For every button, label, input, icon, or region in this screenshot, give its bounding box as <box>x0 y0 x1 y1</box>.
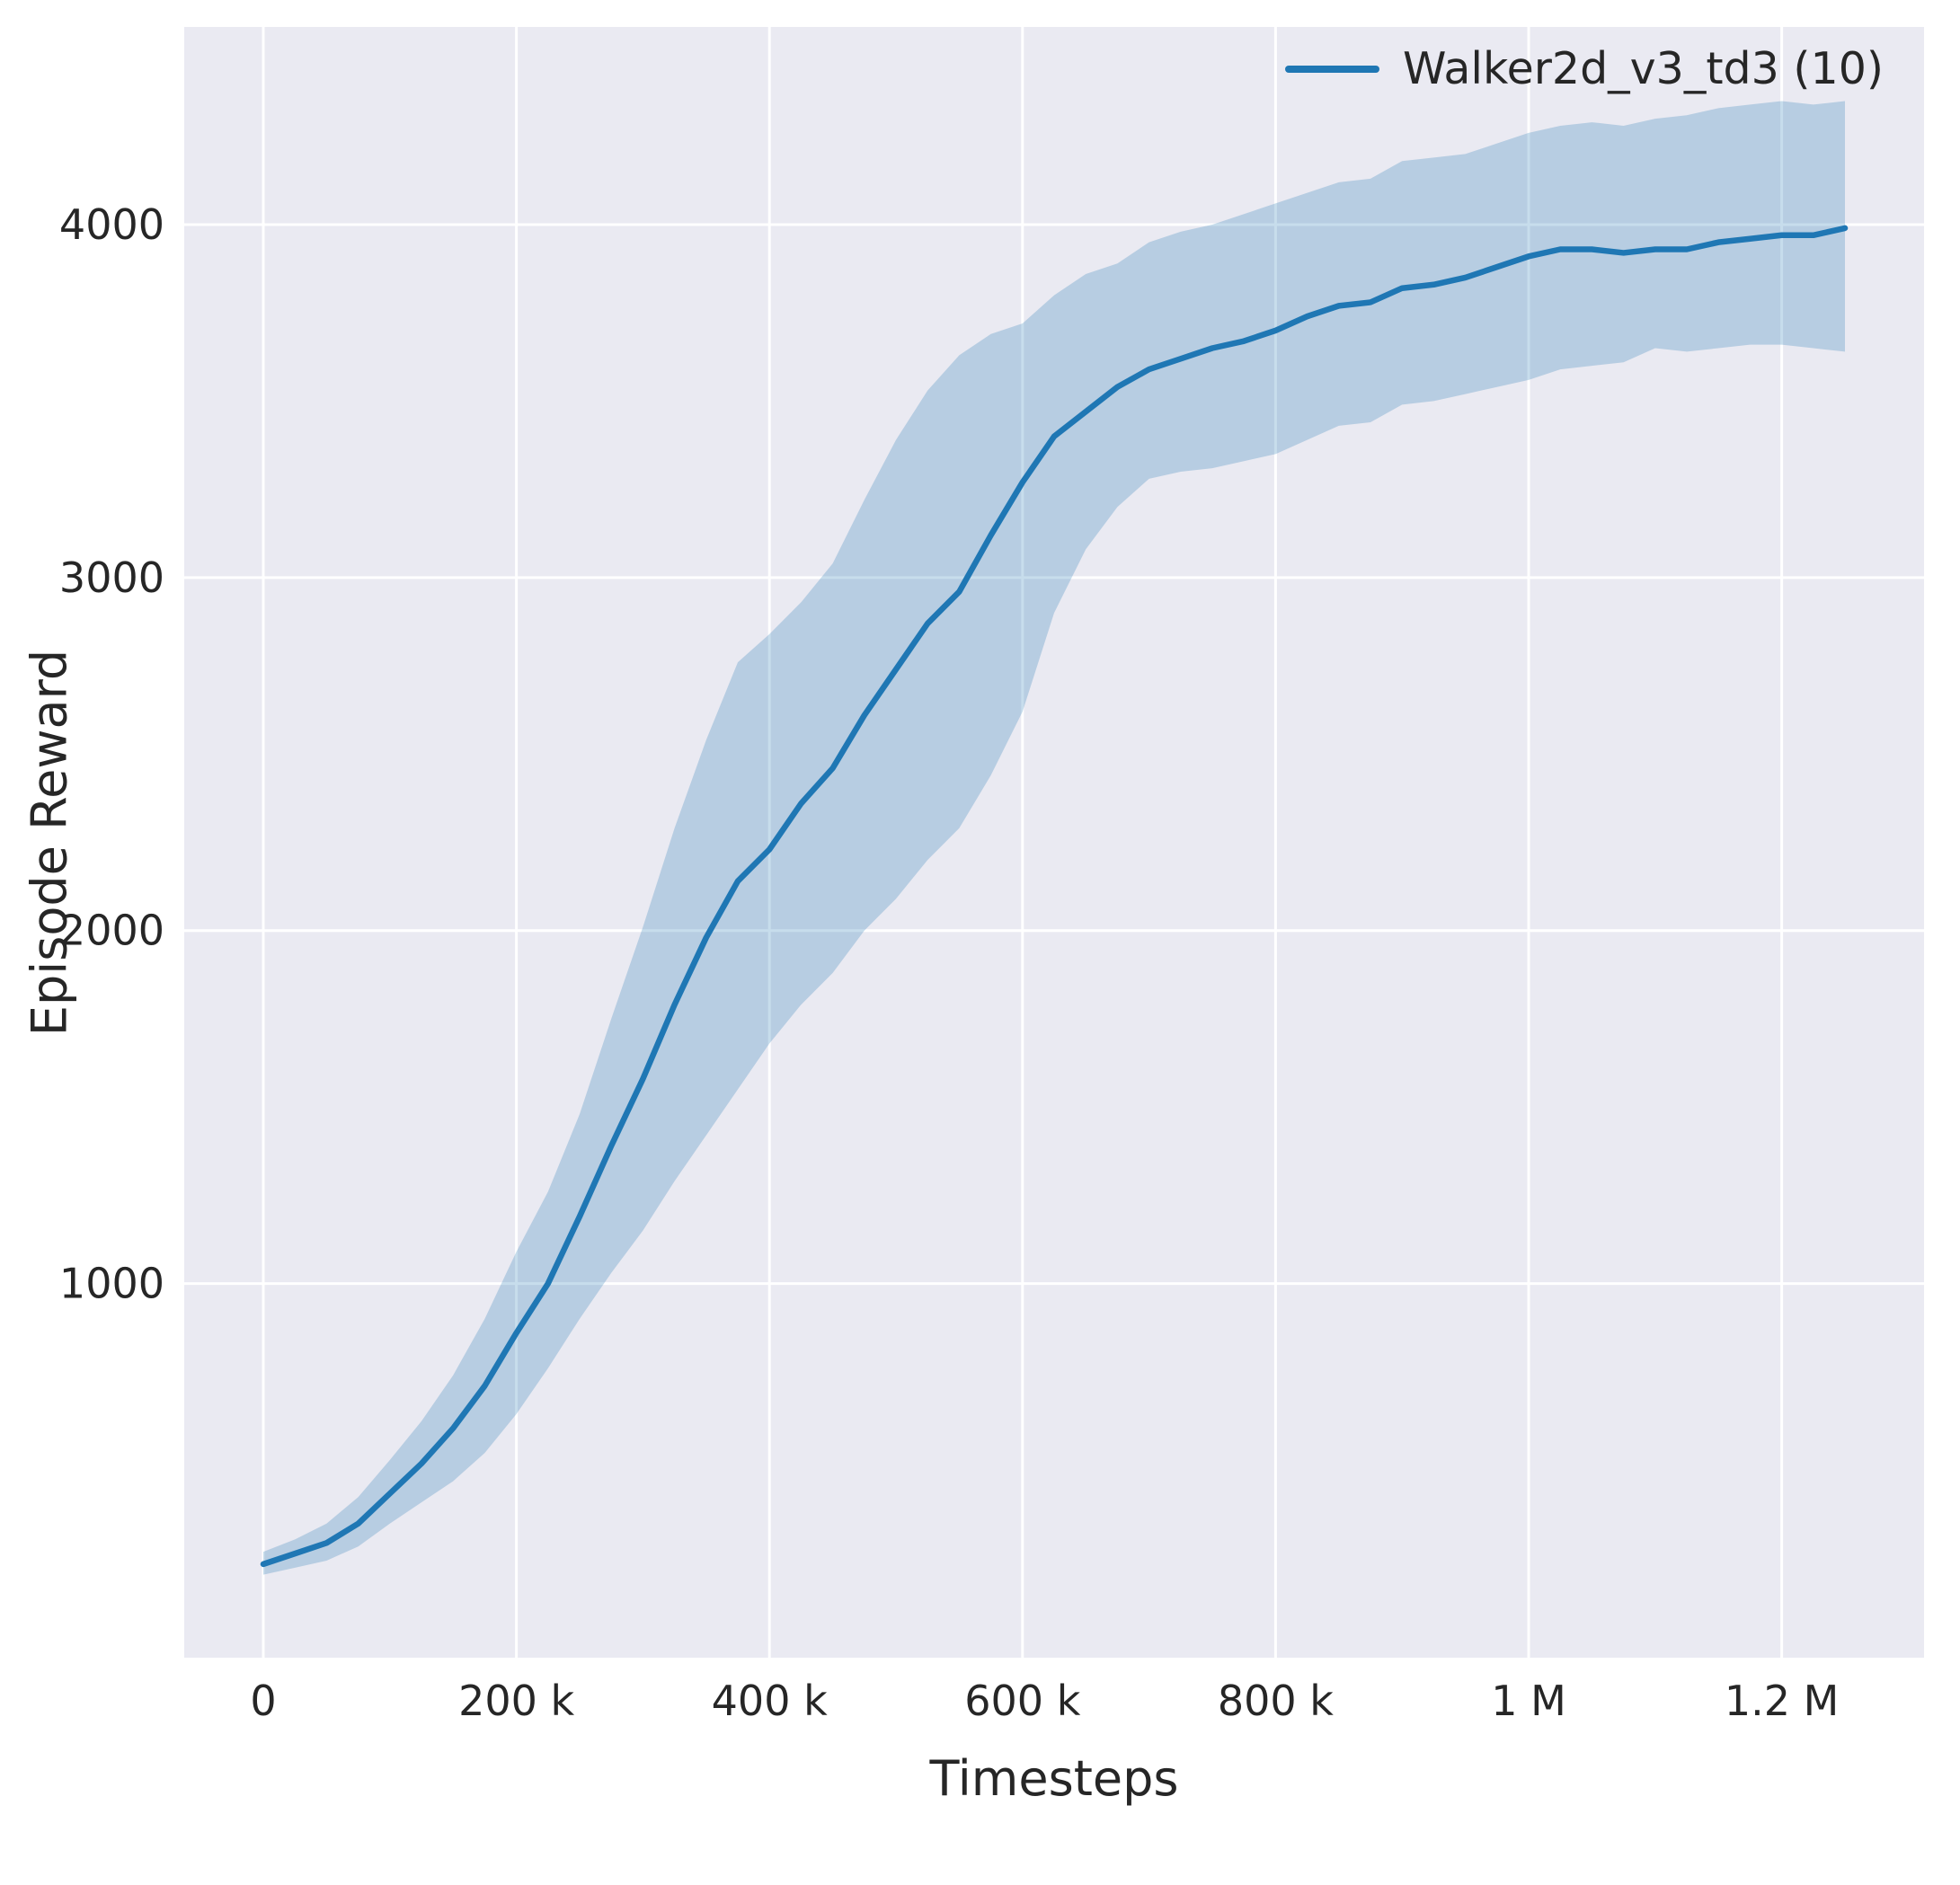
x-tick-label: 200 k <box>458 1677 574 1725</box>
y-axis-label: Episode Reward <box>21 649 78 1037</box>
y-tick-label: 2000 <box>59 907 164 955</box>
x-tick-label: 800 k <box>1218 1677 1334 1725</box>
legend-line-swatch <box>1285 65 1380 73</box>
y-tick-label: 1000 <box>59 1260 164 1308</box>
x-tick-label: 600 k <box>964 1677 1080 1725</box>
x-axis-label: Timesteps <box>929 1750 1179 1807</box>
x-tick-label: 1.2 M <box>1725 1677 1839 1725</box>
x-tick-label: 400 k <box>712 1677 828 1725</box>
mean-line <box>260 225 1849 1568</box>
legend-label: Walker2d_v3_td3 (10) <box>1403 43 1884 94</box>
x-tick-label: 0 <box>250 1677 276 1725</box>
y-tick-label: 4000 <box>59 200 164 249</box>
y-tick-label: 3000 <box>59 553 164 602</box>
plot-area <box>184 27 1924 1658</box>
legend: Walker2d_v3_td3 (10) <box>1285 43 1884 94</box>
x-tick-label: 1 M <box>1491 1677 1566 1725</box>
